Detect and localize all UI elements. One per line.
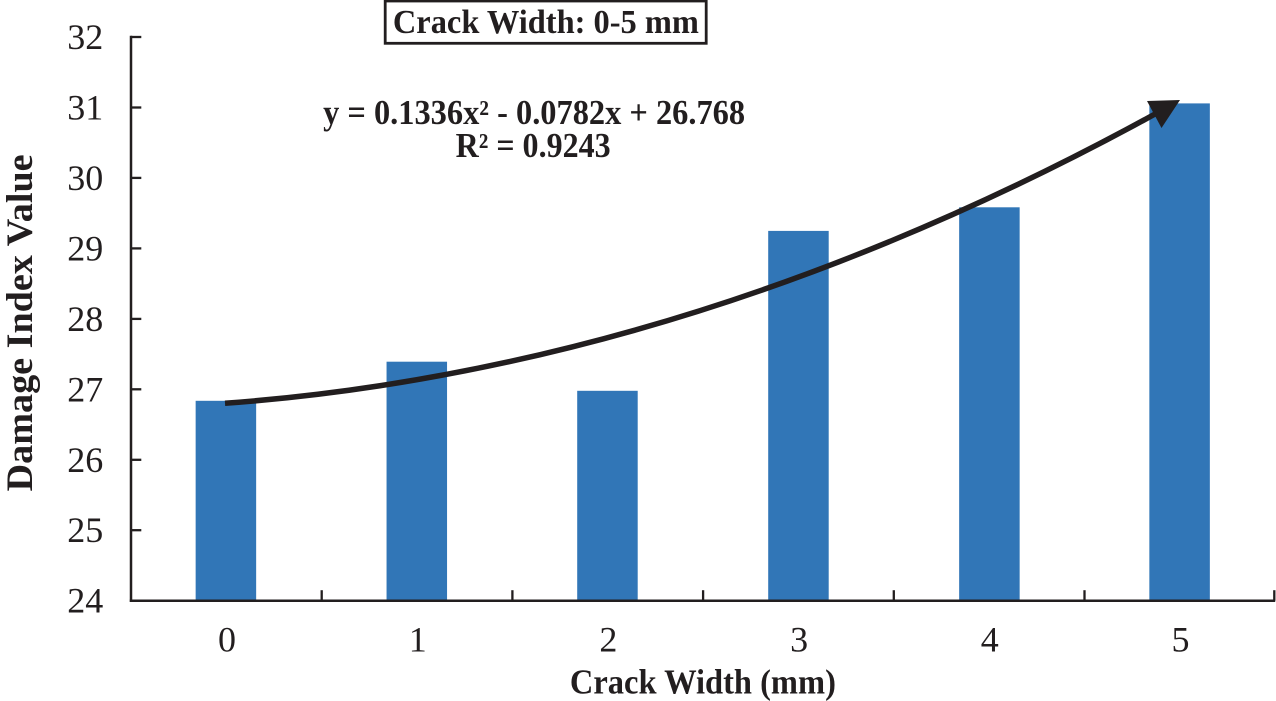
svg-text:R² = 0.9243: R² = 0.9243 xyxy=(456,127,611,165)
svg-text:1: 1 xyxy=(409,619,427,659)
svg-text:32: 32 xyxy=(67,17,103,57)
svg-text:4: 4 xyxy=(981,619,999,659)
svg-text:24: 24 xyxy=(67,581,103,621)
svg-text:30: 30 xyxy=(67,158,103,198)
svg-text:2: 2 xyxy=(599,619,617,659)
svg-text:Damage Index Value: Damage Index Value xyxy=(0,154,41,491)
svg-text:27: 27 xyxy=(67,369,103,409)
svg-text:5: 5 xyxy=(1172,619,1190,659)
svg-text:31: 31 xyxy=(67,88,103,128)
svg-text:Crack Width: 0-5 mm: Crack Width: 0-5 mm xyxy=(393,4,699,41)
svg-text:0: 0 xyxy=(218,619,236,659)
svg-text:3: 3 xyxy=(790,619,808,659)
svg-text:26: 26 xyxy=(67,440,103,480)
svg-text:y = 0.1336x² - 0.0782x + 26.76: y = 0.1336x² - 0.0782x + 26.768 xyxy=(323,94,745,132)
svg-text:29: 29 xyxy=(67,228,103,268)
svg-text:25: 25 xyxy=(67,510,103,550)
svg-text:Crack Width (mm): Crack Width (mm) xyxy=(570,663,836,701)
svg-text:28: 28 xyxy=(67,299,103,339)
